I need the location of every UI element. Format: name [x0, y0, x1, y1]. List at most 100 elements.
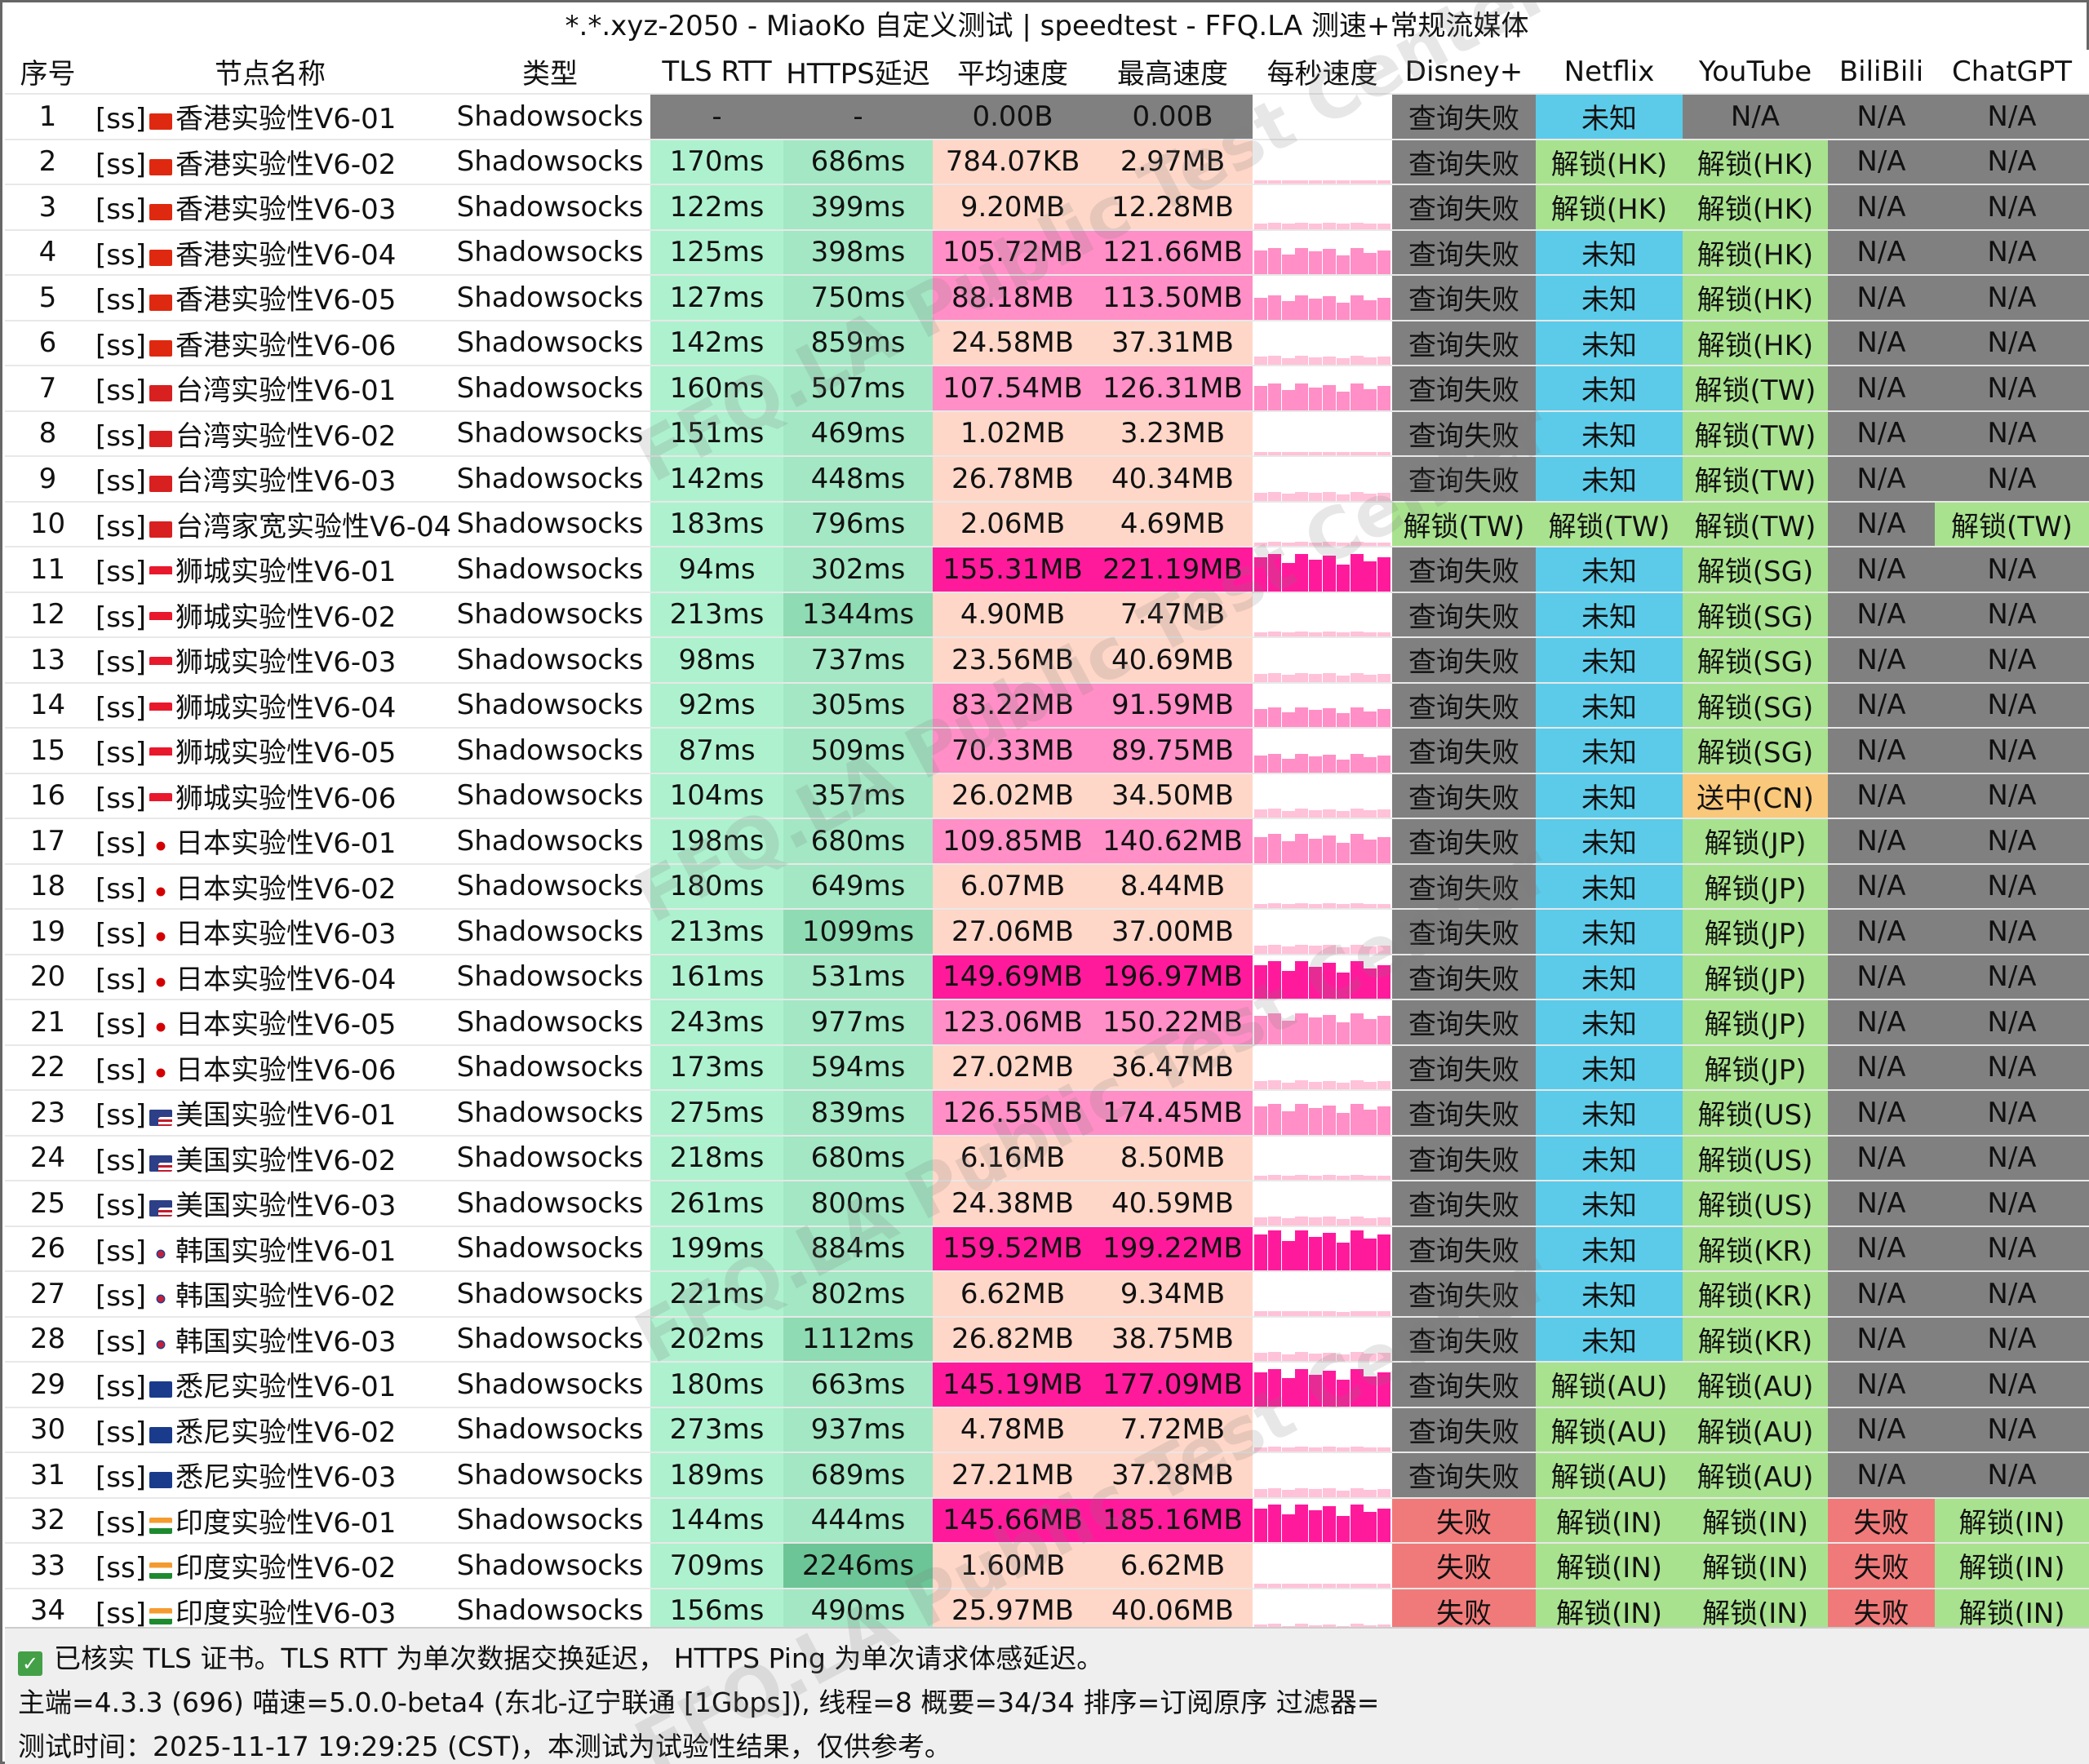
- speed-bar: [1254, 250, 1267, 274]
- flag-in-icon: [149, 1517, 172, 1534]
- table-row[interactable]: 17 [ss] 日本实验性V6-01 Shadowsocks 198ms 680ms 109…: [5, 818, 2089, 865]
- table-row[interactable]: 15 [ss] 狮城实验性V6-05 Shadowsocks 87ms 509ms 70.3…: [5, 728, 2089, 774]
- speed-bar: [1364, 1584, 1377, 1587]
- table-row[interactable]: 30 [ss] 悉尼实验性V6-02 Shadowsocks 273ms 937ms 4.7…: [5, 1407, 2089, 1453]
- col-header-chatgpt[interactable]: ChatGPT: [1935, 50, 2089, 95]
- cell-node-name: [ss] 日本实验性V6-04: [91, 954, 450, 1000]
- col-header-node-name[interactable]: 节点名称: [91, 50, 450, 95]
- table-row[interactable]: 1 [ss] 香港实验性V6-01 Shadowsocks - -0.00B 0.00B 查询…: [5, 94, 2089, 140]
- speed-bar: [1267, 961, 1281, 999]
- table-row[interactable]: 18 [ss] 日本实验性V6-02 Shadowsocks 180ms 649ms 6.0…: [5, 863, 2089, 910]
- table-row[interactable]: 8 [ss] 台湾实验性V6-02 Shadowsocks 151ms 469ms 1.02…: [5, 410, 2089, 457]
- cell-type: Shadowsocks: [450, 1588, 650, 1634]
- proto-tag: [ss]: [95, 465, 146, 499]
- table-row[interactable]: 13 [ss] 狮城实验性V6-03 Shadowsocks 98ms 737ms 23.5…: [5, 637, 2089, 684]
- speed-bar: [1309, 1489, 1323, 1496]
- speed-bar: [1254, 945, 1267, 953]
- col-header-youtube[interactable]: YouTube: [1683, 50, 1828, 95]
- speed-bar: [1295, 944, 1309, 953]
- cell-max-speed: 150.22MB: [1093, 999, 1253, 1046]
- table-row[interactable]: 3 [ss] 香港实验性V6-03 Shadowsocks 122ms 399ms 9.20…: [5, 184, 2089, 231]
- table-row[interactable]: 32 [ss] 印度实验性V6-01 Shadowsocks 144ms 444ms 145…: [5, 1497, 2089, 1544]
- table-row[interactable]: 29 [ss] 悉尼实验性V6-01 Shadowsocks 180ms 663ms 145…: [5, 1362, 2089, 1408]
- col-header-https-latency[interactable]: HTTPS延迟: [783, 50, 933, 95]
- table-row[interactable]: 23 [ss] 美国实验性V6-01 Shadowsocks 275ms 839ms 126…: [5, 1090, 2089, 1137]
- cell-netflix: 未知: [1536, 1090, 1683, 1137]
- speed-bar: [1309, 838, 1323, 862]
- cell-chatgpt: N/A: [1935, 637, 2089, 684]
- cell-type: Shadowsocks: [450, 1316, 650, 1363]
- speed-bar: [1267, 356, 1281, 365]
- speed-bar: [1336, 542, 1350, 546]
- speed-bar: [1377, 1106, 1391, 1134]
- col-header-no[interactable]: 序号: [5, 50, 91, 95]
- table-row[interactable]: 2 [ss] 香港实验性V6-02 Shadowsocks 170ms 686ms 784.…: [5, 139, 2089, 185]
- speed-bar: [1377, 1311, 1391, 1315]
- table-row[interactable]: 20 [ss] 日本实验性V6-04 Shadowsocks 161ms 531ms 149…: [5, 954, 2089, 1000]
- table-row[interactable]: 25 [ss] 美国实验性V6-03 Shadowsocks 261ms 800ms 24.…: [5, 1181, 2089, 1227]
- speed-bar: [1377, 1488, 1391, 1496]
- col-header-per-second-speed[interactable]: 每秒速度: [1253, 50, 1392, 95]
- cell-tls-rtt: 170ms: [650, 139, 783, 185]
- col-header-type[interactable]: 类型: [450, 50, 650, 95]
- table-row[interactable]: 28 [ss] 韩国实验性V6-03 Shadowsocks 202ms 1112ms 26…: [5, 1316, 2089, 1363]
- speed-bar: [1309, 710, 1323, 727]
- speed-bar: [1323, 555, 1336, 591]
- table-row[interactable]: 16 [ss] 狮城实验性V6-06 Shadowsocks 104ms 357ms 26.…: [5, 773, 2089, 819]
- speed-bar: [1295, 1310, 1309, 1315]
- flag-tw-icon: [149, 521, 172, 538]
- col-header-max-speed[interactable]: 最高速度: [1093, 50, 1253, 95]
- speed-bar: [1323, 1217, 1336, 1225]
- table-row[interactable]: 7 [ss] 台湾实验性V6-01 Shadowsocks 160ms 507ms 107.…: [5, 366, 2089, 412]
- table-row[interactable]: 12 [ss] 狮城实验性V6-02 Shadowsocks 213ms 1344ms 4.…: [5, 592, 2089, 638]
- speed-bar: [1254, 1311, 1267, 1315]
- speed-bar: [1295, 1216, 1309, 1225]
- table-row[interactable]: 14 [ss] 狮城实验性V6-04 Shadowsocks 92ms 305ms 83.2…: [5, 682, 2089, 729]
- cell-node-name: [ss] 台湾家宽实验性V6-04: [91, 501, 450, 547]
- speed-bar: [1336, 494, 1350, 500]
- table-row[interactable]: 24 [ss] 美国实验性V6-02 Shadowsocks 218ms 680ms 6.1…: [5, 1135, 2089, 1181]
- table-row[interactable]: 19 [ss] 日本实验性V6-03 Shadowsocks 213ms 1099ms 27…: [5, 909, 2089, 955]
- cell-sparkline: [1253, 728, 1392, 774]
- table-header-row: 序号 节点名称 类型 TLS RTT HTTPS延迟 平均速度 最高速度 每秒速…: [5, 50, 2089, 95]
- proto-tag: [ss]: [95, 510, 146, 543]
- table-row[interactable]: 9 [ss] 台湾实验性V6-03 Shadowsocks 142ms 448ms 26.7…: [5, 456, 2089, 503]
- cell-tls-rtt: 151ms: [650, 410, 783, 457]
- speed-bar: [1281, 390, 1295, 410]
- table-row[interactable]: 27 [ss] 韩国实验性V6-02 Shadowsocks 221ms 802ms 6.6…: [5, 1271, 2089, 1318]
- table-row[interactable]: 4 [ss] 香港实验性V6-04 Shadowsocks 125ms 398ms 105.…: [5, 229, 2089, 276]
- speed-bar: [1267, 491, 1281, 500]
- cell-tls-rtt: 183ms: [650, 501, 783, 547]
- table-row[interactable]: 31 [ss] 悉尼实验性V6-03 Shadowsocks 189ms 689ms 27.…: [5, 1452, 2089, 1499]
- node-name-text: 韩国实验性V6-02: [175, 1280, 397, 1314]
- cell-chatgpt: N/A: [1935, 954, 2089, 1000]
- col-header-disney[interactable]: Disney+: [1392, 50, 1536, 95]
- node-name-text: 日本实验性V6-02: [175, 872, 397, 906]
- table-row[interactable]: 21 [ss] 日本实验性V6-05 Shadowsocks 243ms 977ms 123…: [5, 999, 2089, 1046]
- table-row[interactable]: 6 [ss] 香港实验性V6-06 Shadowsocks 142ms 859ms 24.5…: [5, 320, 2089, 366]
- cell-sparkline: [1253, 1181, 1392, 1227]
- table-row[interactable]: 10 [ss] 台湾家宽实验性V6-04 Shadowsocks 183ms 796ms 2…: [5, 501, 2089, 547]
- cell-max-speed: 6.62MB: [1093, 1543, 1253, 1589]
- table-row[interactable]: 33 [ss] 印度实验性V6-02 Shadowsocks 709ms 2246ms 1.…: [5, 1543, 2089, 1589]
- col-header-bilibili[interactable]: BiliBili: [1828, 50, 1935, 95]
- proto-tag: [ss]: [95, 148, 146, 181]
- col-header-netflix[interactable]: Netflix: [1536, 50, 1683, 95]
- table-row[interactable]: 5 [ss] 香港实验性V6-05 Shadowsocks 127ms 750ms 88.1…: [5, 275, 2089, 321]
- cell-avg-speed: 4.78MB: [933, 1407, 1093, 1453]
- col-header-tls-rtt[interactable]: TLS RTT: [650, 50, 783, 95]
- col-header-avg-speed[interactable]: 平均速度: [933, 50, 1093, 95]
- speed-bar: [1336, 1218, 1350, 1225]
- cell-youtube: 解锁(TW): [1683, 366, 1828, 412]
- table-row[interactable]: 22 [ss] 日本实验性V6-06 Shadowsocks 173ms 594ms 27.…: [5, 1044, 2089, 1091]
- cell-https-latency: 1099ms: [783, 909, 933, 955]
- speed-bar: [1309, 1353, 1323, 1361]
- proto-tag: [ss]: [95, 1053, 146, 1087]
- table-row[interactable]: 11 [ss] 狮城实验性V6-01 Shadowsocks 94ms 302ms 155.…: [5, 547, 2089, 593]
- speed-bar: [1281, 711, 1295, 727]
- cell-chatgpt: N/A: [1935, 682, 2089, 729]
- table-row[interactable]: 26 [ss] 韩国实验性V6-01 Shadowsocks 199ms 884ms 159…: [5, 1225, 2089, 1272]
- speed-bar: [1254, 632, 1267, 636]
- cell-node-name: [ss] 日本实验性V6-06: [91, 1044, 450, 1091]
